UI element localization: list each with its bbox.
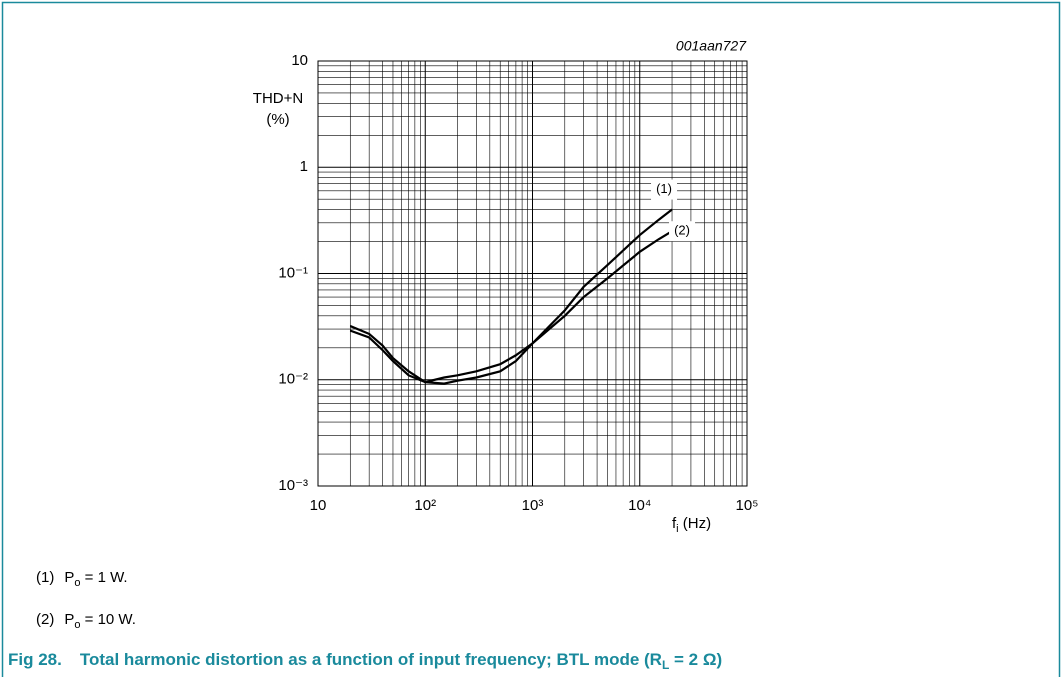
- x-tick-label: 10: [310, 497, 327, 514]
- y-axis-label: (%): [266, 111, 289, 128]
- caption: Fig 28. Total harmonic distortion as a fu…: [8, 650, 722, 672]
- x-axis-label: fi (Hz): [672, 515, 711, 535]
- note: (2) Po = 10 W.: [36, 611, 136, 631]
- y-tick-label: 1: [300, 158, 308, 175]
- x-tick-label: 10²: [414, 497, 436, 514]
- series-label: (2): [674, 223, 690, 238]
- y-tick-label: 10⁻²: [278, 371, 308, 388]
- y-tick-label: 10⁻³: [278, 477, 308, 494]
- y-tick-label: 10⁻¹: [278, 264, 308, 281]
- x-tick-label: 10⁴: [628, 497, 651, 514]
- figure-id: 001aan727: [676, 38, 747, 54]
- y-tick-label: 10: [291, 52, 308, 69]
- y-axis-label: THD+N: [253, 90, 303, 107]
- note: (1) Po = 1 W.: [36, 569, 128, 589]
- series-label-bg: [669, 221, 696, 242]
- series-label: (1): [656, 181, 672, 196]
- x-tick-label: 10³: [522, 497, 544, 514]
- series-line: [349, 230, 673, 384]
- x-tick-label: 10⁵: [736, 497, 759, 514]
- series-label-bg: [651, 179, 678, 200]
- series-line: [349, 208, 673, 385]
- plot-frame: [317, 60, 748, 487]
